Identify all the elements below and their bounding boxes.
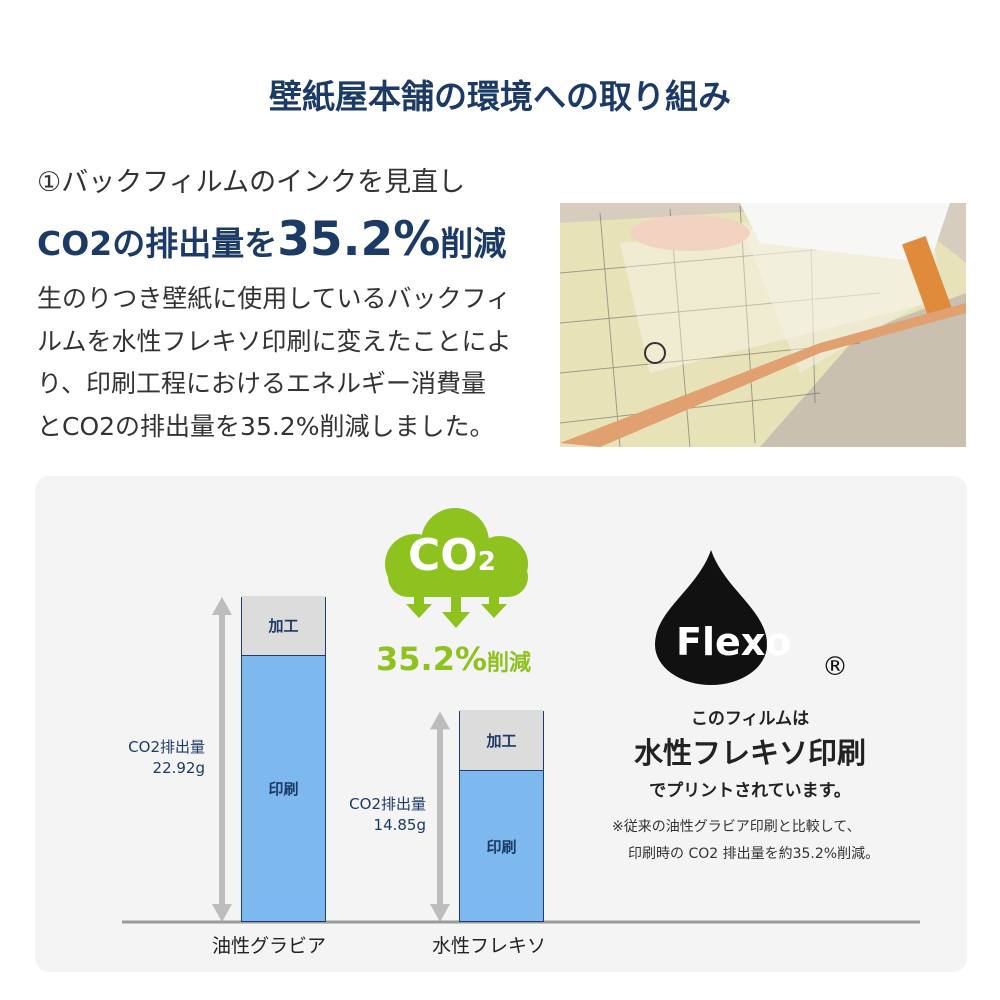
registered-mark: ® (822, 652, 848, 682)
reduction-text: 35.2%削減 (376, 640, 531, 678)
body-line: 生のりつき壁紙に使用しているバックフィ (37, 284, 512, 313)
total-label-2: CO2排出量 14.85g (318, 794, 426, 836)
flexo-logo-text: Flexo (676, 620, 792, 664)
co2-cloud-icon (385, 508, 528, 628)
stacked-bar: 印刷 加工 (241, 596, 326, 922)
flexo-drop-icon (655, 550, 767, 685)
body-text: 生のりつき壁紙に使用しているバックフィ ルムを水性フレキソ印刷に変えたことによ … (37, 278, 557, 448)
total-label-value: 22.92g (152, 759, 205, 777)
flexo-line2: 水性フレキソ印刷 (633, 736, 866, 770)
flexo-note2: 印刷時の CO2 排出量を約35.2%削減。 (628, 846, 880, 862)
total-label-value: 14.85g (373, 816, 426, 834)
page-title: 壁紙屋本舗の環境への取り組み (269, 77, 731, 116)
headline-post: 削減 (440, 224, 507, 263)
arrow-head (430, 904, 450, 922)
stacked-bar: 印刷 加工 (459, 710, 544, 922)
reduction-value: 35.2% (376, 640, 488, 678)
body-line: り、印刷工程におけるエネルギー消費量 (37, 369, 487, 398)
headline: CO2の排出量を35.2%削減 (37, 212, 506, 267)
category-label: 水性フレキソ (432, 935, 547, 957)
section-number: ① (37, 167, 62, 198)
reduction-suffix: 削減 (487, 651, 532, 676)
flexo-note1: ※従来の油性グラビア印刷と比較して、 (612, 819, 861, 835)
flexo-line1: このフィルムは (690, 709, 810, 729)
bar-segment-printing: 印刷 (460, 771, 543, 921)
arrow-head (212, 597, 232, 615)
cloud-co: CO (408, 530, 478, 581)
total-label-text: CO2排出量 (128, 738, 205, 756)
bar-segment-processing: 加工 (242, 596, 325, 656)
bar-segment-printing: 印刷 (242, 655, 325, 921)
section-heading-text: バックフィルムのインクを見直し (61, 167, 466, 198)
section-heading: ①バックフィルムのインクを見直し (37, 160, 465, 199)
body-line: とCO2の排出量を35.2%削減しました。 (37, 411, 495, 441)
total-label-1: CO2排出量 22.92g (100, 737, 205, 779)
total-label-text: CO2排出量 (349, 795, 426, 813)
headline-pre: CO2の排出量を (37, 224, 278, 263)
wallpaper-backfilm-photo (560, 203, 966, 447)
arrow-head (430, 711, 450, 730)
bar-segment-processing: 加工 (460, 710, 543, 772)
headline-value: 35.2% (277, 212, 441, 267)
cloud-subscript: 2 (477, 547, 496, 577)
flexo-line3: でプリントされています。 (649, 781, 851, 801)
body-line: ルムを水性フレキソ印刷に変えたことによ (37, 326, 512, 356)
arrow-head (212, 904, 232, 922)
cloud-text: CO2 (408, 530, 496, 581)
category-label: 油性グラビア (212, 935, 327, 957)
